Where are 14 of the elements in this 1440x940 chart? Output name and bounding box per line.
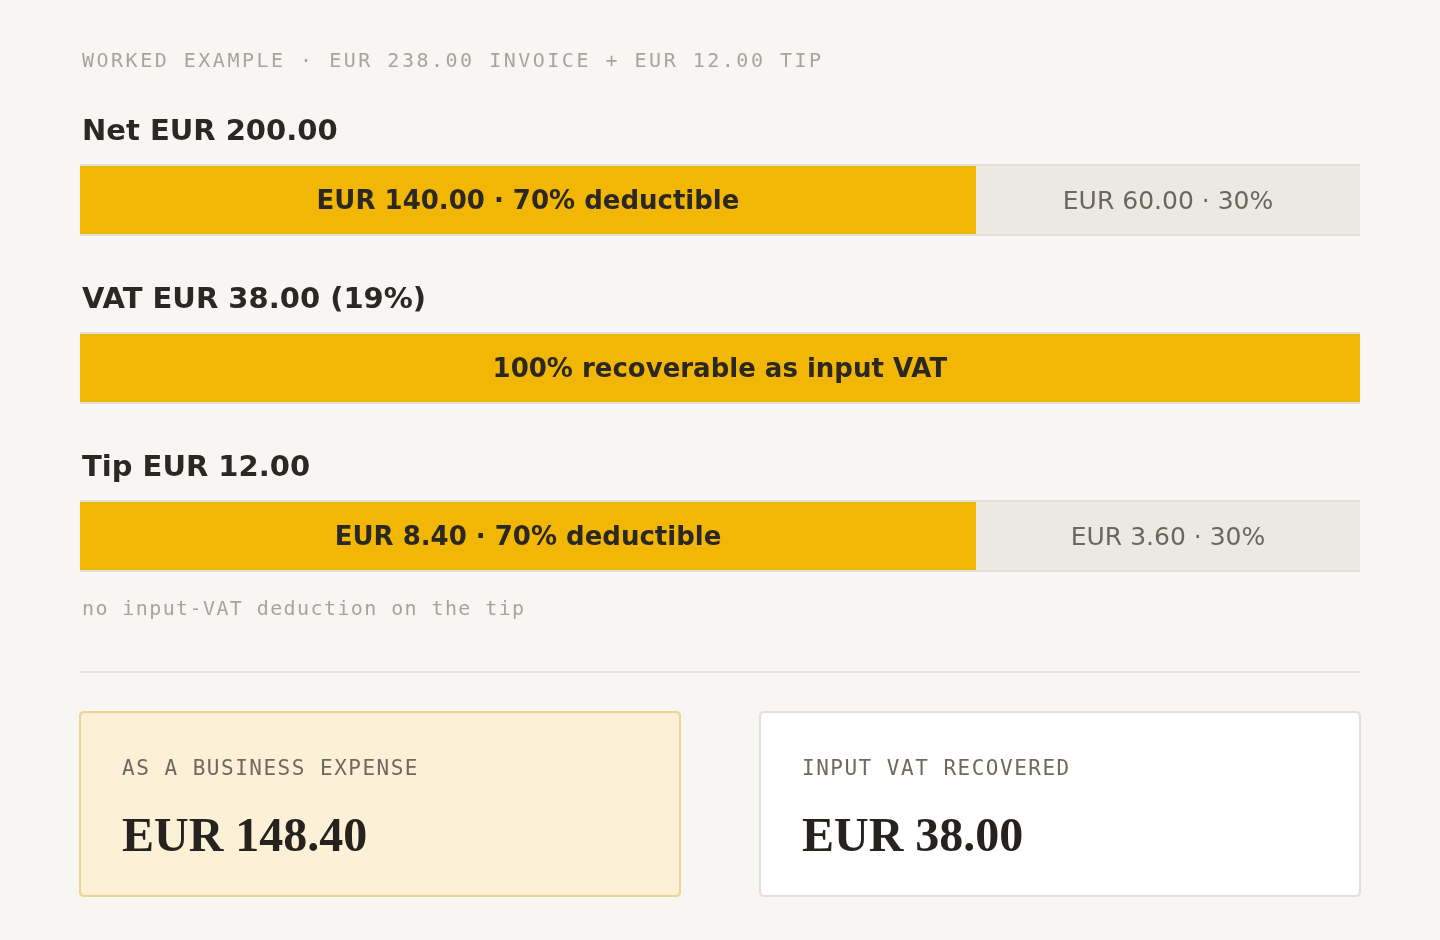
data-label: EUR 60.00 · 30%: [1062, 185, 1274, 215]
data-label: EUR 3.60 · 30%: [1070, 521, 1266, 551]
text: EUR 38.00: [802, 808, 1024, 861]
text: AS A BUSINESS EXPENSE: [122, 756, 420, 780]
data-label: EUR 140.00 · 70% deductible: [316, 185, 740, 215]
y-tick-label: Net EUR 200.00: [82, 113, 338, 147]
text: EUR 148.40: [122, 808, 368, 861]
data-label: 100% recoverable as input VAT: [492, 353, 948, 383]
chart-title: WORKED EXAMPLE · EUR 238.00 INVOICE + EUR 12.00 TIP: [82, 48, 824, 72]
text: INPUT VAT RECOVERED: [802, 756, 1071, 780]
data-label: EUR 8.40 · 70% deductible: [334, 521, 722, 551]
text: no input-VAT deduction on the tip: [82, 596, 526, 620]
y-tick-label: VAT EUR 38.00 (19%): [82, 281, 427, 315]
y-tick-label: Tip EUR 12.00: [82, 449, 311, 483]
